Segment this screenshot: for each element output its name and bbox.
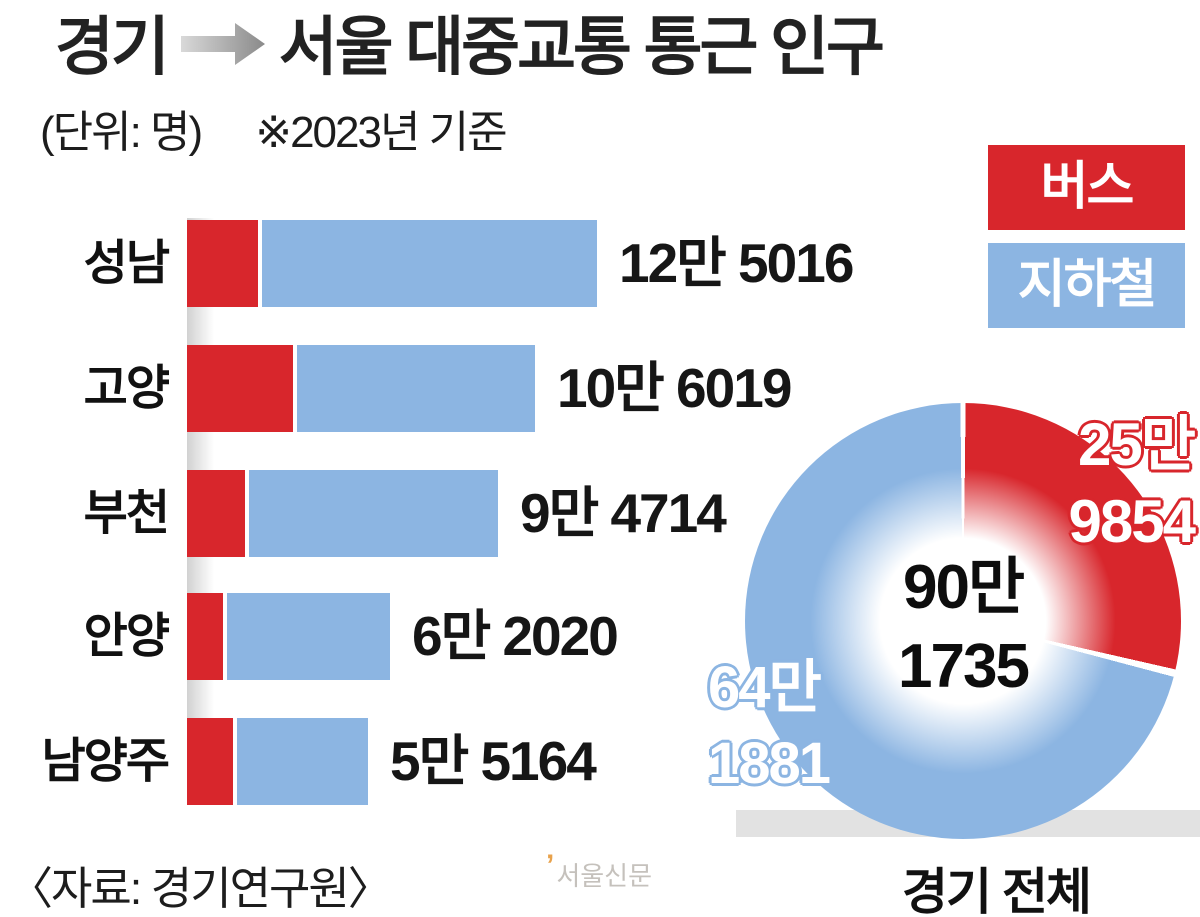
subway-label-line1: 64만 [708, 655, 822, 720]
legend-item-bus: 버스 [988, 145, 1185, 230]
subway-label-line2: 1881 [708, 731, 831, 796]
bus-segment [187, 220, 258, 307]
right-arrow-icon [177, 17, 269, 67]
category-label: 부천 [83, 487, 170, 540]
basis-note: ※2023년 기준 [255, 108, 507, 157]
pie-total-label: 90만 1735 [763, 548, 1163, 706]
watermark: ’ 서울신문 [546, 849, 653, 893]
value-label: 5만 5164 [390, 730, 597, 792]
bus-segment [187, 345, 293, 432]
bus-segment [187, 470, 245, 557]
value-label: 12만 5016 [619, 232, 854, 294]
category-label: 남양주 [41, 735, 170, 788]
subway-segment [227, 593, 390, 680]
title-right: 서울 대중교통 통근 인구 [278, 11, 885, 83]
subway-segment [297, 345, 535, 432]
category-label: 성남 [83, 237, 170, 290]
pie-slice-label-subway: 64만 1881 [708, 650, 831, 802]
page-title: 경기 서울 대중교통 통근 인구 [55, 0, 885, 84]
pie-total-line2: 1735 [898, 632, 1030, 701]
watermark-tick-icon: ’ [546, 849, 555, 882]
pie-slice-label-bus: 25만 9854 [1068, 406, 1196, 560]
bus-label-line1: 25만 [1078, 411, 1196, 478]
pie-caption: 경기 전체 [902, 864, 1092, 917]
subway-segment [249, 470, 498, 557]
pie-total-line1: 90만 [902, 553, 1025, 622]
source-note: 〈자료: 경기연구원〉 [8, 863, 393, 914]
watermark-text: 서울신문 [556, 861, 653, 891]
legend-item-subway: 지하철 [988, 243, 1185, 328]
pie [745, 403, 1181, 839]
bus-segment [187, 718, 233, 805]
value-label: 9만 4714 [520, 482, 727, 544]
subway-segment [237, 718, 368, 805]
bus-label-line2: 9854 [1068, 488, 1196, 555]
unit-note: (단위: 명) [40, 108, 203, 157]
bus-segment [187, 593, 223, 680]
title-left: 경기 [55, 11, 170, 83]
subtitle: (단위: 명) ※2023년 기준 [40, 96, 508, 160]
pie-center-glow [745, 403, 1181, 839]
category-label: 고양 [83, 362, 170, 415]
subway-segment [262, 220, 597, 307]
category-label: 안양 [83, 610, 170, 663]
value-label: 6만 2020 [412, 605, 619, 667]
value-label: 10만 6019 [557, 357, 792, 419]
